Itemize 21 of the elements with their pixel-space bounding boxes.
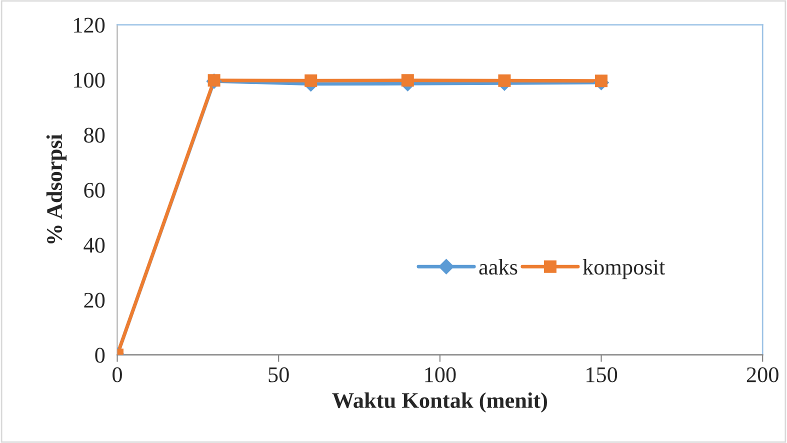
point xyxy=(498,74,511,87)
y-tick-label: 20 xyxy=(84,292,105,308)
x-tick-label: 0 xyxy=(112,367,122,382)
x-tick-label: 200 xyxy=(746,367,778,382)
point xyxy=(208,74,220,87)
x-axis-title: Waktu Kontak (menit) xyxy=(332,392,547,413)
legend-label: komposit xyxy=(582,259,666,280)
y-tick-label: 60 xyxy=(84,182,105,198)
point xyxy=(595,74,608,88)
x-tick-label: 150 xyxy=(586,367,618,382)
x-tick-label: 50 xyxy=(268,367,289,382)
y-tick-label: 80 xyxy=(84,128,105,143)
point xyxy=(401,74,414,87)
x-tick-label: 100 xyxy=(425,367,456,382)
y-tick-label: 120 xyxy=(74,18,105,33)
point xyxy=(304,74,318,87)
y-tick-label: 100 xyxy=(74,72,105,88)
y-axis-title: % Adsorpsi xyxy=(46,134,67,244)
y-tick-label: 40 xyxy=(84,238,105,253)
y-tick-label: 0 xyxy=(95,348,105,363)
legend-label: aaks xyxy=(479,259,518,275)
